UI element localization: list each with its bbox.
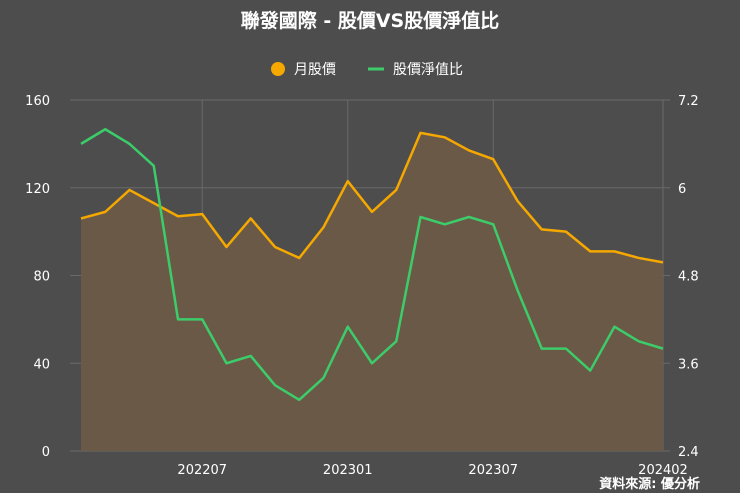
- y-right-tick-label: 7.2: [678, 94, 699, 109]
- legend-label-price: 月股價: [294, 61, 336, 78]
- y-left-tick-label: 120: [25, 182, 50, 197]
- x-tick-label: 202402: [638, 463, 688, 478]
- y-right-tick-label: 4.8: [678, 270, 699, 285]
- x-tick-label: 202207: [177, 463, 227, 478]
- y-right-tick-label: 2.4: [678, 445, 699, 460]
- price-area: [81, 132, 663, 451]
- legend: 月股價 股價淨值比: [271, 61, 463, 78]
- legend-marker-price: [271, 62, 285, 76]
- price-area-fill: [81, 132, 663, 451]
- y-right-tick-label: 3.6: [678, 357, 699, 372]
- chart-title: 聯發國際 - 股價VS股價淨值比: [241, 9, 500, 32]
- y-left-tick-label: 0: [42, 445, 50, 460]
- x-axis: 202207 202301 202307 202402: [177, 463, 687, 478]
- x-tick-label: 202301: [323, 463, 373, 478]
- x-tick-label: 202307: [468, 463, 518, 478]
- series-line-price: [80, 131, 664, 264]
- y-left-tick-label: 160: [25, 94, 50, 109]
- series-line-pb: [80, 128, 664, 402]
- y-left-tick-label: 40: [33, 357, 50, 372]
- y-right-tick-label: 6: [678, 182, 686, 197]
- y-axis-right: 2.4 3.6 4.8 6 7.2: [678, 94, 699, 460]
- y-axis-left: 0 40 80 120 160: [25, 94, 50, 460]
- source-note: 資料來源: 優分析: [599, 476, 700, 492]
- legend-label-pb: 股價淨值比: [393, 61, 463, 78]
- series-lines: [80, 128, 664, 402]
- y-left-tick-label: 80: [33, 270, 50, 285]
